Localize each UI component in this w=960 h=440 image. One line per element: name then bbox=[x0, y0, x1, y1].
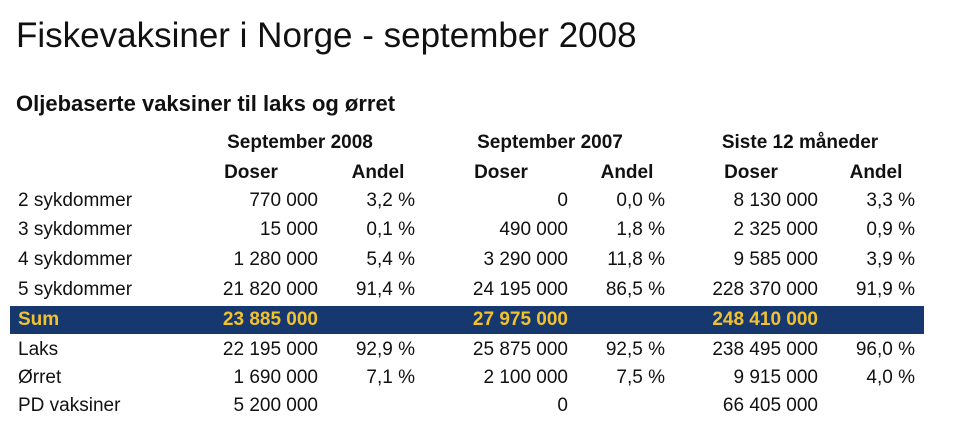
row-label: Ørret bbox=[18, 367, 62, 388]
column-header: Andel bbox=[351, 162, 405, 183]
column-header: Doser bbox=[474, 162, 528, 183]
table-cell: 238 495 000 bbox=[712, 339, 818, 360]
table-cell: 1 690 000 bbox=[233, 367, 318, 388]
table-cell: 91,9 % bbox=[855, 279, 915, 300]
row-label: Laks bbox=[18, 339, 59, 360]
table-cell: 23 885 000 bbox=[222, 309, 318, 330]
column-header: Doser bbox=[724, 162, 778, 183]
table-cell: 770 000 bbox=[249, 190, 318, 211]
table-cell: 8 130 000 bbox=[733, 190, 818, 211]
table-cell: 4,0 % bbox=[866, 367, 915, 388]
table-cell: 15 000 bbox=[259, 219, 318, 240]
table-cell: 5,4 % bbox=[366, 249, 415, 270]
row-label: 5 sykdommer bbox=[18, 279, 133, 300]
table-cell: 92,5 % bbox=[605, 339, 665, 360]
table-cell: 0 bbox=[557, 395, 568, 416]
table-caption: Oljebaserte vaksiner til laks og ørret bbox=[16, 91, 396, 116]
table-cell: 91,4 % bbox=[355, 279, 415, 300]
table-cell: 2 100 000 bbox=[483, 367, 568, 388]
table-cell: 3,9 % bbox=[866, 249, 915, 270]
row-label: 4 sykdommer bbox=[18, 249, 133, 270]
row-label: Sum bbox=[18, 309, 60, 330]
table-cell: 9 915 000 bbox=[733, 367, 818, 388]
table-cell: 248 410 000 bbox=[712, 309, 818, 330]
column-header: Doser bbox=[224, 162, 278, 183]
table-cell: 0,9 % bbox=[866, 219, 915, 240]
table-cell: 86,5 % bbox=[605, 279, 665, 300]
table-cell: 3 290 000 bbox=[483, 249, 568, 270]
table-cell: 490 000 bbox=[499, 219, 568, 240]
column-header: Andel bbox=[600, 162, 654, 183]
table-cell: 0,0 % bbox=[616, 190, 665, 211]
table-cell: 7,5 % bbox=[616, 367, 665, 388]
table-cell: 228 370 000 bbox=[712, 279, 818, 300]
table-cell: 2 325 000 bbox=[733, 219, 818, 240]
table-cell: 7,1 % bbox=[366, 367, 415, 388]
table-cell: 1 280 000 bbox=[233, 249, 318, 270]
table-cell: 5 200 000 bbox=[233, 395, 318, 416]
table-cell: 24 195 000 bbox=[472, 279, 568, 300]
table-cell: 92,9 % bbox=[355, 339, 415, 360]
table-cell: 0 bbox=[557, 190, 568, 211]
table-cell: 3,3 % bbox=[866, 190, 915, 211]
table-cell: 25 875 000 bbox=[472, 339, 568, 360]
page-title: Fiskevaksiner i Norge - september 2008 bbox=[16, 16, 637, 55]
table-cell: 0,1 % bbox=[366, 219, 415, 240]
table-cell: 22 195 000 bbox=[222, 339, 318, 360]
table-cell: 66 405 000 bbox=[722, 395, 818, 416]
group-header: Siste 12 måneder bbox=[721, 132, 879, 153]
group-header: September 2008 bbox=[227, 132, 373, 153]
row-label: 3 sykdommer bbox=[18, 219, 133, 240]
table-cell: 11,8 % bbox=[607, 249, 665, 270]
sum-row-band bbox=[10, 306, 924, 334]
table-cell: 21 820 000 bbox=[222, 279, 318, 300]
table-cell: 9 585 000 bbox=[733, 249, 818, 270]
table-cell: 1,8 % bbox=[616, 219, 665, 240]
table-cell: 96,0 % bbox=[855, 339, 915, 360]
group-header: September 2007 bbox=[477, 132, 623, 153]
row-label: PD vaksiner bbox=[18, 395, 121, 416]
table-cell: 27 975 000 bbox=[472, 309, 568, 330]
row-label: 2 sykdommer bbox=[18, 190, 133, 211]
table-cell: 3,2 % bbox=[366, 190, 415, 211]
column-header: Andel bbox=[849, 162, 903, 183]
